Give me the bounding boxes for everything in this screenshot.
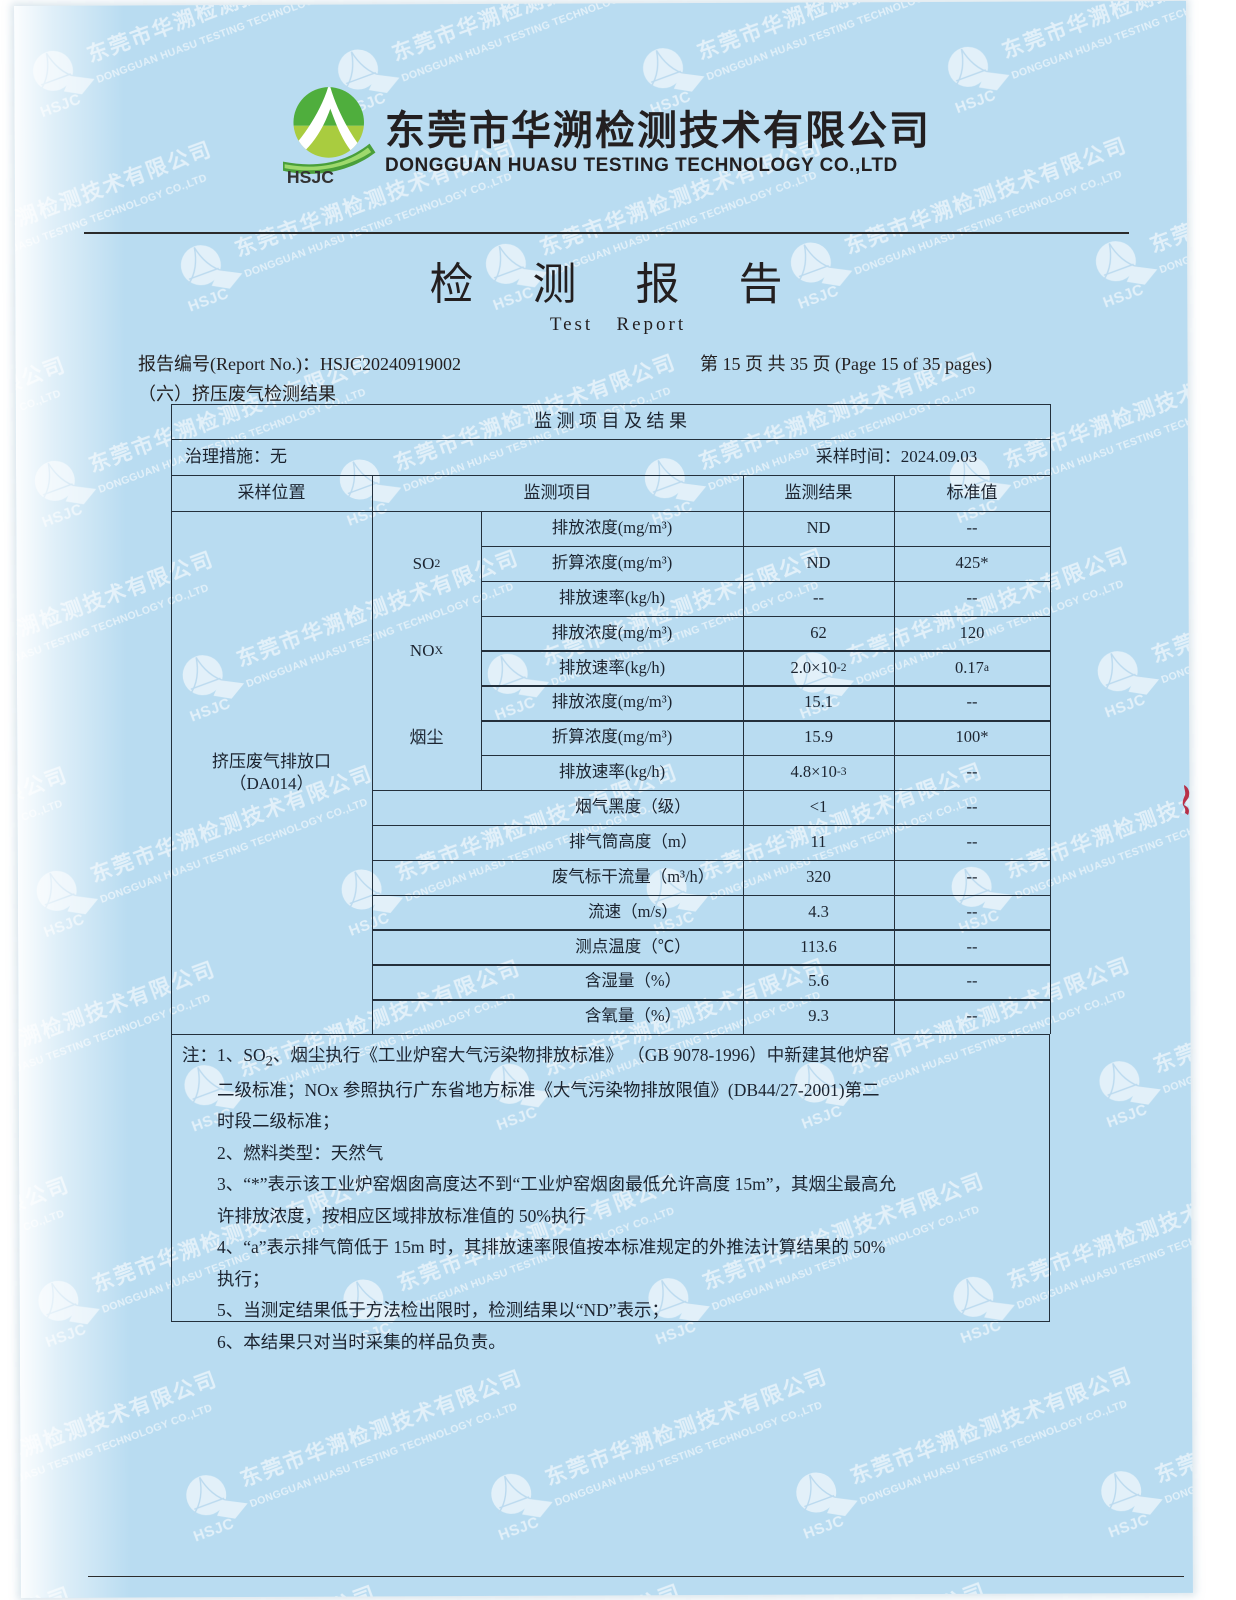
svg-text:HSJC: HSJC bbox=[287, 167, 334, 185]
